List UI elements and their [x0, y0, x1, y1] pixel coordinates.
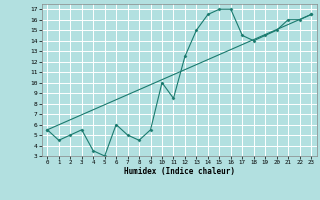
X-axis label: Humidex (Indice chaleur): Humidex (Indice chaleur): [124, 167, 235, 176]
